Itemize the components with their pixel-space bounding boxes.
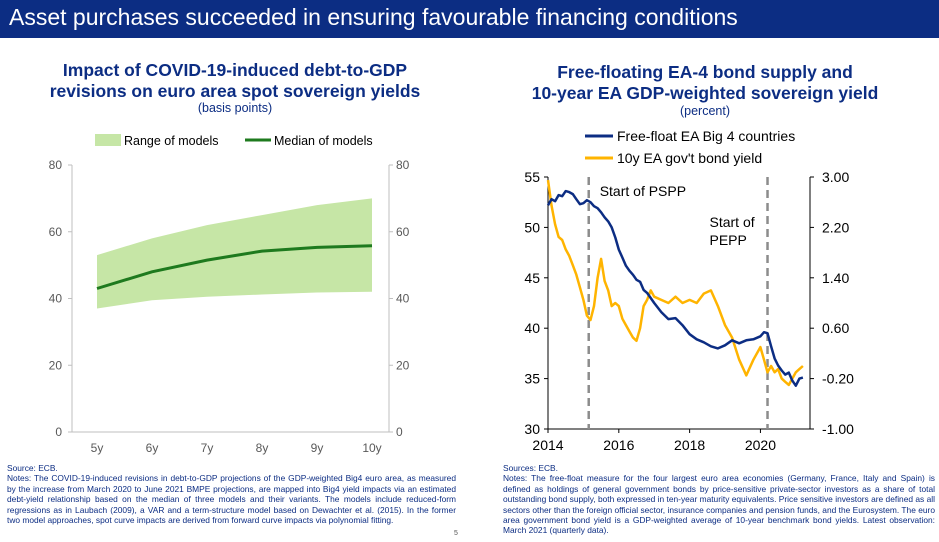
right-chart-subtitle: (percent) <box>679 104 731 118</box>
y-tick-label-left: 80 <box>49 158 63 172</box>
y-right-tick-label: 3.00 <box>822 169 849 185</box>
x-tick-label: 5y <box>91 441 104 455</box>
y-tick-label-right: 0 <box>396 425 403 439</box>
y-tick-label-right: 60 <box>396 225 410 239</box>
page-title: Asset purchases succeeded in ensuring fa… <box>9 4 738 30</box>
legend-median-label: Median of models <box>274 134 373 148</box>
x-tick-label: 2018 <box>674 437 705 453</box>
left-notes-text: Notes: The COVID-19-induced revisions in… <box>7 473 456 526</box>
y-left-tick-label: 45 <box>524 270 540 286</box>
right-chart-title-line1: Free-floating EA-4 bond supply and <box>557 62 853 82</box>
y-tick-label-right: 20 <box>396 358 410 372</box>
x-tick-label: 2020 <box>745 437 776 453</box>
right-plot-area: 30 35 40 45 50 55 -1.00 -0.20 0.60 1.40 2.20 3.00 20… <box>524 169 854 453</box>
y-left-tick-label: 55 <box>524 169 540 185</box>
y-left-tick-label: 40 <box>524 320 540 336</box>
y-left-tick-label: 30 <box>524 421 540 437</box>
left-chart-title: Impact of COVID-19-induced debt-to-GDP r… <box>0 60 470 102</box>
legend-freefloat-label: Free-float EA Big 4 countries <box>617 128 795 144</box>
y-tick-label-left: 20 <box>49 358 63 372</box>
x-tick-label: 7y <box>201 441 214 455</box>
y-right-tick-label: 2.20 <box>822 219 849 235</box>
y-tick-label-right: 40 <box>396 292 410 306</box>
left-legend: Range of models Median of models <box>95 134 373 148</box>
right-notes-text: Notes: The free-float measure for the fo… <box>503 473 935 536</box>
y-left-tick-label: 35 <box>524 371 540 387</box>
legend-range-label: Range of models <box>124 134 219 148</box>
y-tick-label-right: 80 <box>396 158 410 172</box>
x-tick-label: 10y <box>362 441 381 455</box>
y-tick-label-left: 60 <box>49 225 63 239</box>
freefloat-line <box>546 189 804 387</box>
yield-line <box>546 179 804 387</box>
right-chart-title: Free-floating EA-4 bond supply and 10-ye… <box>471 62 939 104</box>
median-line <box>96 244 373 290</box>
left-chart-title-line1: Impact of COVID-19-induced debt-to-GDP <box>62 60 408 80</box>
right-legend: Free-float EA Big 4 countries 10y EA gov… <box>585 128 795 166</box>
right-chart-title-line2: 10-year EA GDP-weighted sovereign yield <box>531 83 879 103</box>
x-tick-label: 9y <box>311 441 324 455</box>
y-tick-label-left: 0 <box>55 425 62 439</box>
y-left-tick-label: 50 <box>524 219 540 235</box>
right-source: Sources: ECB. <box>503 463 558 473</box>
range-band <box>97 198 372 309</box>
left-chart-subtitle: (basis points) <box>197 101 273 115</box>
x-tick-label: 6y <box>146 441 159 455</box>
y-right-tick-label: -1.00 <box>822 421 854 437</box>
y-right-tick-label: 0.60 <box>822 320 849 336</box>
x-tick-label: 8y <box>256 441 269 455</box>
pepp-label-line1: Start of <box>710 214 755 230</box>
left-chart-title-line2: revisions on euro area spot sovereign yi… <box>49 81 421 101</box>
left-source: Source: ECB. <box>7 463 58 473</box>
left-notes: Source: ECB. Notes: The COVID-19-induced… <box>7 463 456 525</box>
legend-yield-label: 10y EA gov't bond yield <box>617 150 762 166</box>
pepp-label-line2: PEPP <box>710 232 747 248</box>
legend-range-swatch <box>95 134 121 146</box>
header-bar: Asset purchases succeeded in ensuring fa… <box>0 0 939 38</box>
y-right-tick-label: 1.40 <box>822 270 849 286</box>
pspp-label: Start of PSPP <box>600 183 686 199</box>
right-notes: Sources: ECB. Notes: The free-float meas… <box>503 463 935 536</box>
left-plot-area: 0 0 20 20 40 40 60 60 80 80 5y 6y 7y 8y 9y 10y <box>49 158 410 455</box>
x-tick-label: 2014 <box>532 437 563 453</box>
y-tick-label-left: 40 <box>49 292 63 306</box>
y-right-tick-label: -0.20 <box>822 371 854 387</box>
page-number: 5 <box>454 530 458 537</box>
x-tick-label: 2016 <box>603 437 634 453</box>
